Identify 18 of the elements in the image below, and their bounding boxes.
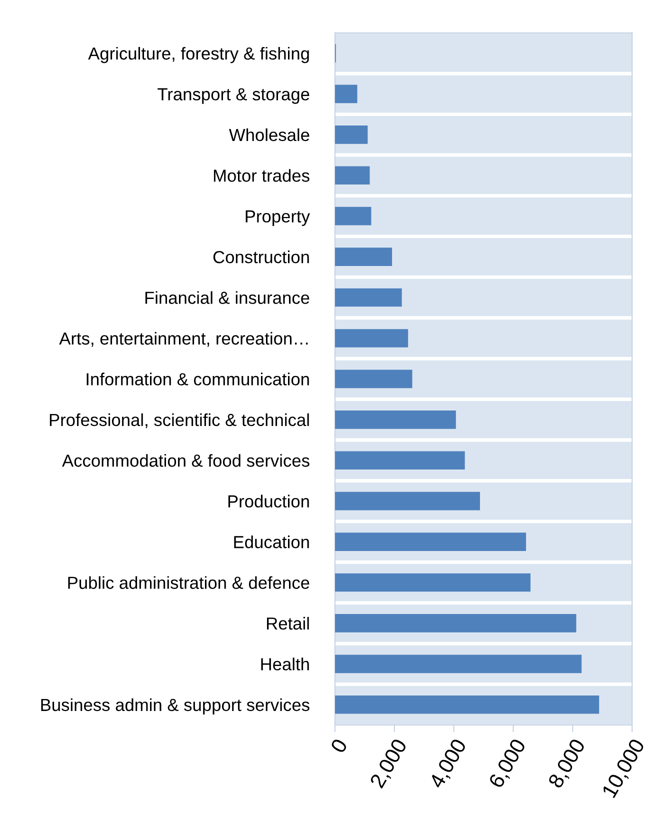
x-tick-label: 0 (330, 738, 348, 754)
y-tick-label: Property (246, 210, 310, 226)
y-tick-label: Transport & storage (158, 88, 310, 104)
y-tick-label: Education (234, 536, 309, 548)
y-tick-label: Public administration & defence (68, 576, 310, 589)
y-tick-label: Construction (213, 250, 309, 264)
y-tick-label: Professional, scientific & technical (50, 413, 309, 428)
y-tick-label: Financial & insurance (145, 291, 310, 304)
y-tick-label: Retail (267, 616, 309, 630)
y-tick-label: Wholesale (229, 128, 310, 142)
y-tick-label: Information & communication (86, 372, 309, 386)
y-tick-label: Production (228, 494, 309, 508)
y-tick-label: Motor trades (214, 169, 310, 182)
y-tick-label: Arts, entertainment, recreation… (59, 332, 308, 347)
y-tick-label: Business admin & support services (41, 698, 310, 715)
y-tick-label: Accommodation & food services (62, 454, 310, 467)
y-tick-label: Agriculture, forestry & fishing (88, 46, 309, 64)
y-tick-label: Health (261, 658, 309, 670)
